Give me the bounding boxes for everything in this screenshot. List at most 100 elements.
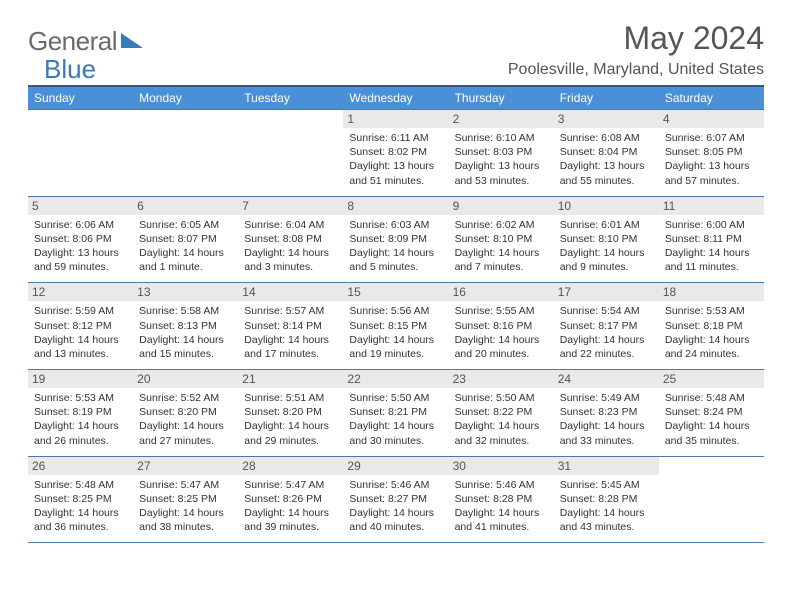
day-cell: 22Sunrise: 5:50 AMSunset: 8:21 PMDayligh… <box>343 370 448 457</box>
day-number: 17 <box>554 283 659 301</box>
daylight-text: Daylight: 14 hours <box>139 506 232 520</box>
sunrise-text: Sunrise: 5:53 AM <box>34 391 127 405</box>
day-cell: 12Sunrise: 5:59 AMSunset: 8:12 PMDayligh… <box>28 283 133 370</box>
day-number: 21 <box>238 370 343 388</box>
daylight-text: Daylight: 14 hours <box>665 419 758 433</box>
daylight-text: and 22 minutes. <box>560 347 653 361</box>
daylight-text: and 26 minutes. <box>34 434 127 448</box>
sunset-text: Sunset: 8:12 PM <box>34 319 127 333</box>
daylight-text: and 53 minutes. <box>455 174 548 188</box>
sunrise-text: Sunrise: 5:55 AM <box>455 304 548 318</box>
day-cell: 14Sunrise: 5:57 AMSunset: 8:14 PMDayligh… <box>238 283 343 370</box>
logo: General <box>28 26 145 57</box>
daylight-text: Daylight: 14 hours <box>244 333 337 347</box>
day-number: 5 <box>28 197 133 215</box>
sunrise-text: Sunrise: 5:46 AM <box>455 478 548 492</box>
day-number: 25 <box>659 370 764 388</box>
sunset-text: Sunset: 8:24 PM <box>665 405 758 419</box>
day-cell: 11Sunrise: 6:00 AMSunset: 8:11 PMDayligh… <box>659 196 764 283</box>
daylight-text: Daylight: 14 hours <box>349 419 442 433</box>
sunset-text: Sunset: 8:26 PM <box>244 492 337 506</box>
daylight-text: Daylight: 14 hours <box>560 419 653 433</box>
daylight-text: Daylight: 13 hours <box>455 159 548 173</box>
month-title: May 2024 <box>508 20 764 57</box>
daylight-text: Daylight: 14 hours <box>139 333 232 347</box>
day-header-tuesday: Tuesday <box>238 86 343 110</box>
day-cell: 25Sunrise: 5:48 AMSunset: 8:24 PMDayligh… <box>659 370 764 457</box>
daylight-text: Daylight: 14 hours <box>665 246 758 260</box>
daylight-text: and 11 minutes. <box>665 260 758 274</box>
day-cell: 18Sunrise: 5:53 AMSunset: 8:18 PMDayligh… <box>659 283 764 370</box>
sunrise-text: Sunrise: 5:53 AM <box>665 304 758 318</box>
day-number: 30 <box>449 457 554 475</box>
daylight-text: and 43 minutes. <box>560 520 653 534</box>
sunrise-text: Sunrise: 5:59 AM <box>34 304 127 318</box>
sunrise-text: Sunrise: 6:08 AM <box>560 131 653 145</box>
daylight-text: and 38 minutes. <box>139 520 232 534</box>
daylight-text: and 29 minutes. <box>244 434 337 448</box>
sunset-text: Sunset: 8:13 PM <box>139 319 232 333</box>
day-header-sunday: Sunday <box>28 86 133 110</box>
daylight-text: Daylight: 14 hours <box>455 246 548 260</box>
sunrise-text: Sunrise: 6:04 AM <box>244 218 337 232</box>
sunset-text: Sunset: 8:05 PM <box>665 145 758 159</box>
day-number: 2 <box>449 110 554 128</box>
sunrise-text: Sunrise: 6:02 AM <box>455 218 548 232</box>
day-number: 4 <box>659 110 764 128</box>
daylight-text: and 55 minutes. <box>560 174 653 188</box>
sunset-text: Sunset: 8:10 PM <box>560 232 653 246</box>
sunrise-text: Sunrise: 5:56 AM <box>349 304 442 318</box>
day-header-monday: Monday <box>133 86 238 110</box>
sunrise-text: Sunrise: 5:47 AM <box>139 478 232 492</box>
daylight-text: Daylight: 14 hours <box>455 333 548 347</box>
day-number: 19 <box>28 370 133 388</box>
sunset-text: Sunset: 8:28 PM <box>560 492 653 506</box>
day-number: 27 <box>133 457 238 475</box>
daylight-text: and 32 minutes. <box>455 434 548 448</box>
sunset-text: Sunset: 8:08 PM <box>244 232 337 246</box>
daylight-text: Daylight: 14 hours <box>560 333 653 347</box>
sunset-text: Sunset: 8:28 PM <box>455 492 548 506</box>
day-number: 29 <box>343 457 448 475</box>
day-number: 24 <box>554 370 659 388</box>
day-cell: 2 Sunrise: 6:10 AMSunset: 8:03 PMDaylight… <box>449 110 554 197</box>
daylight-text: and 35 minutes. <box>665 434 758 448</box>
daylight-text: and 24 minutes. <box>665 347 758 361</box>
day-header-row: SundayMondayTuesdayWednesdayThursdayFrid… <box>28 86 764 110</box>
empty-cell <box>659 456 764 543</box>
sunset-text: Sunset: 8:15 PM <box>349 319 442 333</box>
day-number: 10 <box>554 197 659 215</box>
sunrise-text: Sunrise: 5:48 AM <box>34 478 127 492</box>
sunrise-text: Sunrise: 5:47 AM <box>244 478 337 492</box>
day-number: 8 <box>343 197 448 215</box>
day-cell: 19Sunrise: 5:53 AMSunset: 8:19 PMDayligh… <box>28 370 133 457</box>
sunset-text: Sunset: 8:11 PM <box>665 232 758 246</box>
daylight-text: and 51 minutes. <box>349 174 442 188</box>
sunrise-text: Sunrise: 6:01 AM <box>560 218 653 232</box>
day-cell: 27Sunrise: 5:47 AMSunset: 8:25 PMDayligh… <box>133 456 238 543</box>
sunset-text: Sunset: 8:17 PM <box>560 319 653 333</box>
empty-cell <box>133 110 238 197</box>
day-number: 26 <box>28 457 133 475</box>
daylight-text: and 1 minute. <box>139 260 232 274</box>
sunrise-text: Sunrise: 5:51 AM <box>244 391 337 405</box>
daylight-text: and 20 minutes. <box>455 347 548 361</box>
day-cell: 29Sunrise: 5:46 AMSunset: 8:27 PMDayligh… <box>343 456 448 543</box>
day-cell: 17Sunrise: 5:54 AMSunset: 8:17 PMDayligh… <box>554 283 659 370</box>
daylight-text: and 3 minutes. <box>244 260 337 274</box>
sunrise-text: Sunrise: 6:10 AM <box>455 131 548 145</box>
sunset-text: Sunset: 8:22 PM <box>455 405 548 419</box>
sunrise-text: Sunrise: 5:49 AM <box>560 391 653 405</box>
daylight-text: Daylight: 14 hours <box>560 506 653 520</box>
daylight-text: Daylight: 14 hours <box>455 506 548 520</box>
sunrise-text: Sunrise: 5:58 AM <box>139 304 232 318</box>
sunset-text: Sunset: 8:20 PM <box>139 405 232 419</box>
sunset-text: Sunset: 8:03 PM <box>455 145 548 159</box>
daylight-text: Daylight: 14 hours <box>349 506 442 520</box>
logo-triangle-icon <box>121 30 143 53</box>
day-cell: 6Sunrise: 6:05 AMSunset: 8:07 PMDaylight… <box>133 196 238 283</box>
daylight-text: Daylight: 14 hours <box>560 246 653 260</box>
week-row: 19Sunrise: 5:53 AMSunset: 8:19 PMDayligh… <box>28 370 764 457</box>
daylight-text: and 5 minutes. <box>349 260 442 274</box>
week-row: 26Sunrise: 5:48 AMSunset: 8:25 PMDayligh… <box>28 456 764 543</box>
